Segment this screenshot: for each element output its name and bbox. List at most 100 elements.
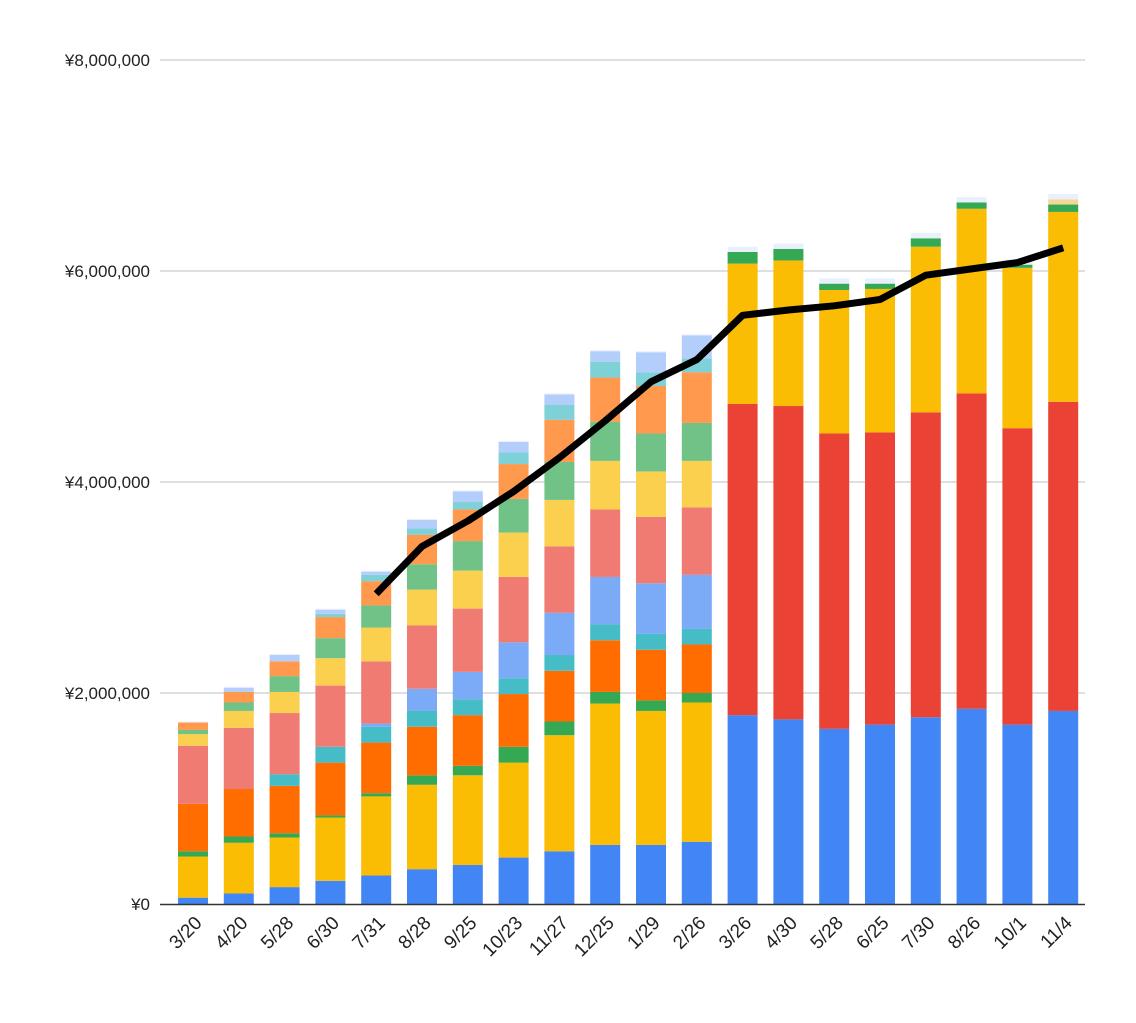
bar-segment [407, 688, 437, 711]
bar-segment [407, 869, 437, 904]
y-axis-tick-labels: ¥0 ¥2,000,000 ¥4,000,000 ¥6,000,000 ¥8,000,0… [64, 51, 150, 914]
bar-segment [498, 642, 529, 679]
bar-segment [773, 248, 804, 261]
bar-segment [315, 817, 346, 881]
bar-segment [223, 686, 254, 688]
bar-segment [1002, 428, 1033, 725]
bar-segment [1002, 267, 1033, 429]
bar-segment [590, 703, 621, 845]
bar-segment [544, 655, 575, 671]
bar-segment [910, 238, 941, 247]
bar-segment [223, 691, 254, 703]
bar-segment [269, 774, 300, 786]
bar-segment [269, 887, 300, 904]
trend-line [373, 244, 1065, 597]
bar-segment [498, 441, 529, 453]
bar-segment [544, 404, 575, 420]
trend-line-group [373, 244, 1065, 597]
bar-segment [681, 372, 712, 423]
bar-segment [819, 728, 850, 904]
bar-segment [498, 678, 529, 695]
bar-stack [910, 233, 941, 904]
x-tick-label: 7/30 [898, 913, 939, 954]
bar-segment [315, 685, 346, 747]
bar-segment [452, 570, 483, 609]
bar-segment [315, 617, 346, 639]
y-tick-label: ¥0 [130, 895, 150, 914]
bar-segment [407, 784, 437, 870]
bar-stack [361, 570, 392, 904]
bar-segment [819, 289, 850, 434]
bar-segment [498, 498, 529, 533]
bar-segment [636, 700, 666, 711]
bar-segment [636, 583, 666, 634]
bar-segment [407, 775, 437, 785]
bar-segment [910, 233, 941, 239]
bar-segment [544, 670, 575, 722]
bar-segment [636, 633, 666, 650]
bar-stack [819, 278, 850, 904]
bar-stack [269, 653, 300, 904]
bar-segment [223, 727, 254, 790]
bar-segment [315, 880, 346, 904]
bar-segment [223, 710, 254, 728]
bar-segment [315, 762, 346, 816]
bar-segment [1002, 724, 1033, 904]
bar-segment [269, 655, 300, 662]
bar-segment [590, 351, 621, 362]
bar-segment [178, 734, 208, 746]
bar-segment [361, 661, 392, 724]
bar-segment [498, 746, 529, 763]
bar-stack [452, 490, 483, 904]
bar-stack [1048, 193, 1079, 904]
bar-segment [178, 851, 208, 857]
bar-segment [636, 352, 666, 373]
bar-segment [407, 564, 437, 590]
bar-stack [178, 721, 208, 904]
bar-segment [315, 815, 346, 818]
bar-segment [498, 576, 529, 643]
bar-segment [361, 627, 392, 662]
bar-segment [544, 612, 575, 656]
bar-segment [315, 608, 346, 610]
bar-segment [1002, 264, 1033, 268]
bar-segment [956, 197, 987, 203]
bar-segment [452, 491, 483, 503]
bar-segment [956, 202, 987, 209]
bar-stack [407, 518, 437, 904]
bar-segment [361, 571, 392, 575]
bar-segment [590, 844, 621, 904]
bar-segment [269, 785, 300, 834]
bar-segment [361, 570, 392, 572]
bar-stack [590, 350, 621, 904]
x-tick-label: 8/26 [944, 913, 985, 954]
bar-segment [636, 844, 666, 904]
bar-segment [865, 288, 895, 433]
bar-segment [452, 671, 483, 700]
bar-segment [590, 640, 621, 692]
bar-segment [223, 842, 254, 894]
bar-segment [636, 433, 666, 472]
bar-segment [361, 726, 392, 743]
bar-segment [498, 694, 529, 747]
x-tick-label: 1/29 [624, 913, 665, 954]
bar-segment [681, 644, 712, 693]
bar-stack [636, 351, 666, 904]
bar-segment [361, 796, 392, 876]
bar-segment [590, 691, 621, 704]
bar-segment [681, 841, 712, 904]
bar-segment [636, 351, 666, 353]
bar-segment [865, 278, 895, 284]
bar-segment [178, 803, 208, 852]
bar-segment [498, 857, 529, 904]
bar-segment [361, 574, 392, 582]
bar-segment [498, 762, 529, 858]
bar-segment [178, 897, 208, 904]
bar-segment [1048, 204, 1079, 212]
bar-segment [681, 507, 712, 575]
bar-segment [681, 460, 712, 508]
y-tick-label: ¥2,000,000 [64, 684, 150, 703]
bar-segment [773, 406, 804, 720]
bar-segment [178, 745, 208, 804]
bar-segment [544, 851, 575, 904]
